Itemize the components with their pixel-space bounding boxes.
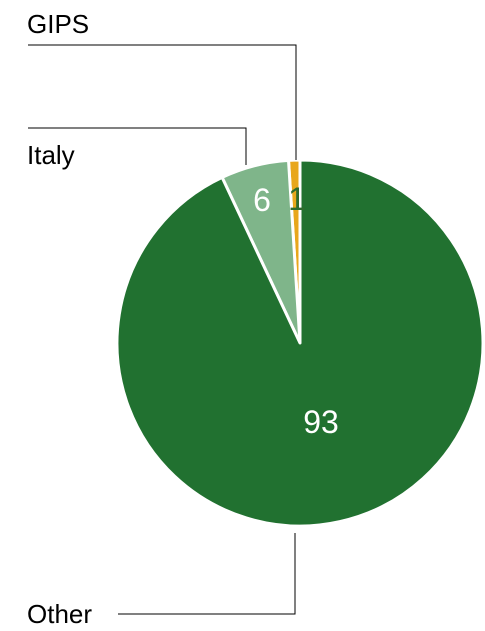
slice-label-italy: Italy — [27, 140, 75, 170]
slice-label-other: Other — [27, 599, 92, 629]
slice-label-gips: GIPS — [27, 9, 89, 39]
slice-value-other: 93 — [303, 404, 339, 440]
leader-line-italy — [28, 127, 247, 165]
slice-value-italy: 6 — [253, 182, 271, 218]
leader-lines — [28, 44, 297, 615]
leader-line-gips — [28, 44, 297, 160]
pie-slice-other — [115, 158, 485, 528]
pie-slices — [115, 158, 485, 528]
slice-value-gips: 1 — [288, 181, 306, 217]
leader-line-other — [118, 533, 296, 615]
